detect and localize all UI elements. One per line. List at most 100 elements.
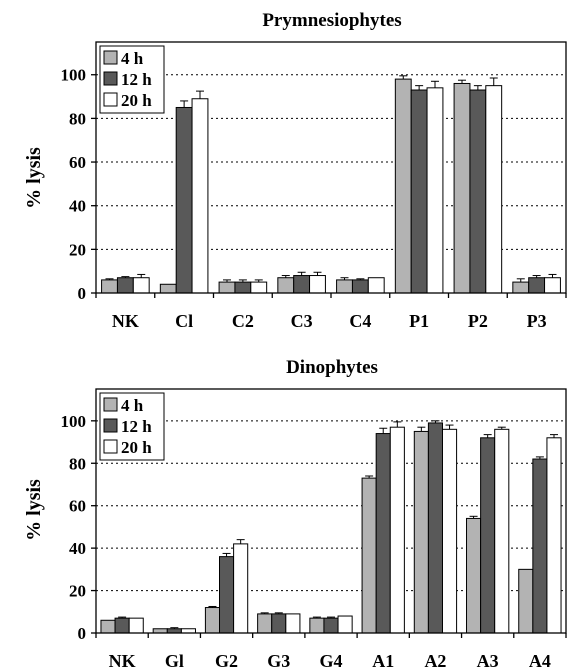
legend-label-12h: 12 h: [121, 417, 152, 436]
bar-20h-p3: [544, 277, 561, 294]
bar-12h-c3: [293, 275, 311, 294]
bar-4h-c3: [277, 277, 295, 294]
bar-4h-c2: [218, 281, 236, 294]
bar-12h-g4: [323, 617, 339, 634]
y-tick-label: 60: [69, 497, 86, 516]
y-tick-label: 0: [78, 624, 87, 643]
bar-4h-nk: [101, 279, 118, 294]
legend-swatch-20h: [103, 92, 118, 107]
bar-12h-a4: [532, 458, 548, 634]
bar-20h-a2: [441, 428, 458, 634]
x-tick-label: C2: [232, 311, 254, 331]
bar-20h-g4: [337, 615, 353, 634]
bar-4h-a2: [413, 430, 429, 634]
x-tick-label: G2: [215, 651, 238, 671]
bar-12h-g3: [271, 613, 287, 634]
bar-12h-a2: [427, 422, 443, 634]
bar-20h-p1: [426, 87, 444, 294]
bar-20h-g2: [233, 543, 249, 634]
chart-panel-prymnesiophytes: Prymnesiophytes % lysis 0 20 40 60 80 100 NK Cl…: [23, 10, 567, 331]
bars: [100, 420, 562, 634]
legend: 4 h 12 h 20 h: [99, 392, 165, 461]
y-tick-label: 40: [69, 197, 86, 216]
bar-12h-cl: [175, 106, 193, 294]
x-tick-label: Cl: [175, 311, 193, 331]
bar-12h-a3: [480, 437, 496, 634]
bar-12h-nk: [114, 617, 130, 634]
bar-12h-c4: [351, 279, 369, 294]
chart-title: Prymnesiophytes: [262, 10, 401, 31]
bar-12h-a1: [375, 433, 391, 634]
legend-swatch-12h: [103, 71, 118, 86]
legend-label-20h: 20 h: [121, 91, 152, 110]
x-tick-label: G4: [319, 651, 342, 671]
bar-20h-c4: [367, 277, 385, 294]
bar-20h-nk: [132, 277, 150, 294]
x-tick-label: P2: [468, 311, 488, 331]
y-axis-label: % lysis: [23, 147, 45, 209]
legend-swatch-4h: [103, 50, 118, 65]
x-tick-label: P1: [409, 311, 429, 331]
y-tick-label: 100: [61, 66, 87, 85]
y-axis-label: % lysis: [23, 479, 45, 541]
bar-4h-cl: [159, 283, 177, 294]
bar-4h-g4: [309, 617, 325, 634]
bar-4h-p3: [512, 281, 530, 294]
plot-frame: [95, 388, 567, 634]
bar-4h-g3: [257, 613, 273, 634]
bar-12h-p1: [410, 89, 428, 294]
bars: [101, 75, 561, 294]
x-tick-label: A3: [477, 651, 499, 671]
bar-4h-a1: [361, 477, 377, 634]
bar-12h-nk: [116, 277, 134, 294]
legend-swatch-12h: [103, 418, 118, 433]
x-tick-label: NK: [112, 311, 139, 331]
bar-20h-g3: [285, 613, 301, 634]
legend-swatch-20h: [103, 439, 118, 454]
bar-12h-p3: [528, 277, 546, 294]
bar-20h-c3: [309, 275, 326, 294]
bar-4h-a3: [466, 517, 482, 634]
bar-20h-nk: [128, 617, 144, 634]
legend-label-4h: 4 h: [121, 396, 144, 415]
legend-label-4h: 4 h: [121, 49, 144, 68]
bar-20h-c2: [250, 281, 268, 294]
axes: 0 20 40 60 80 100 NK Cl C2 C3 C4 P1 P2 P3: [61, 41, 567, 331]
y-tick-label: 100: [61, 412, 87, 431]
bar-4h-p1: [394, 78, 412, 294]
bar-20h-p2: [485, 85, 503, 294]
x-tick-label: A1: [372, 651, 394, 671]
bar-4h-a4: [518, 568, 534, 634]
y-tick-label: 40: [69, 539, 86, 558]
bar-20h-a1: [389, 426, 405, 634]
legend-label-12h: 12 h: [121, 70, 152, 89]
bar-4h-c4: [336, 279, 353, 294]
y-tick-label: 0: [78, 284, 87, 303]
bar-4h-g2: [204, 607, 221, 634]
bar-12h-p2: [469, 89, 487, 294]
x-tick-label: Gl: [165, 651, 184, 671]
bar-20h-cl: [191, 98, 209, 294]
y-tick-label: 20: [69, 582, 86, 601]
x-tick-label: A4: [529, 651, 551, 671]
axes: 0 20 40 60 80 100 NK Gl G2 G3 G4 A1 A2 A3 A4: [61, 388, 567, 671]
y-tick-label: 60: [69, 153, 86, 172]
legend-label-20h: 20 h: [121, 438, 152, 457]
legend: 4 h 12 h 20 h: [99, 45, 165, 114]
bar-4h-nk: [100, 619, 116, 634]
bar-20h-a3: [494, 428, 510, 634]
chart-title: Dinophytes: [286, 357, 378, 378]
x-tick-label: G3: [267, 651, 290, 671]
y-tick-label: 20: [69, 240, 86, 259]
x-tick-label: P3: [527, 311, 547, 331]
x-tick-label: C3: [291, 311, 313, 331]
bar-20h-a4: [546, 437, 562, 634]
bar-12h-g2: [219, 556, 235, 634]
chart-panel-dinophytes: Dinophytes % lysis 0 20 40 60 80 100 NK Gl G2 G3 G…: [23, 357, 567, 671]
bar-4h-p2: [453, 82, 471, 294]
x-tick-label: A2: [424, 651, 446, 671]
bar-12h-c2: [234, 281, 252, 294]
x-tick-label: C4: [349, 311, 371, 331]
legend-swatch-4h: [103, 397, 118, 412]
